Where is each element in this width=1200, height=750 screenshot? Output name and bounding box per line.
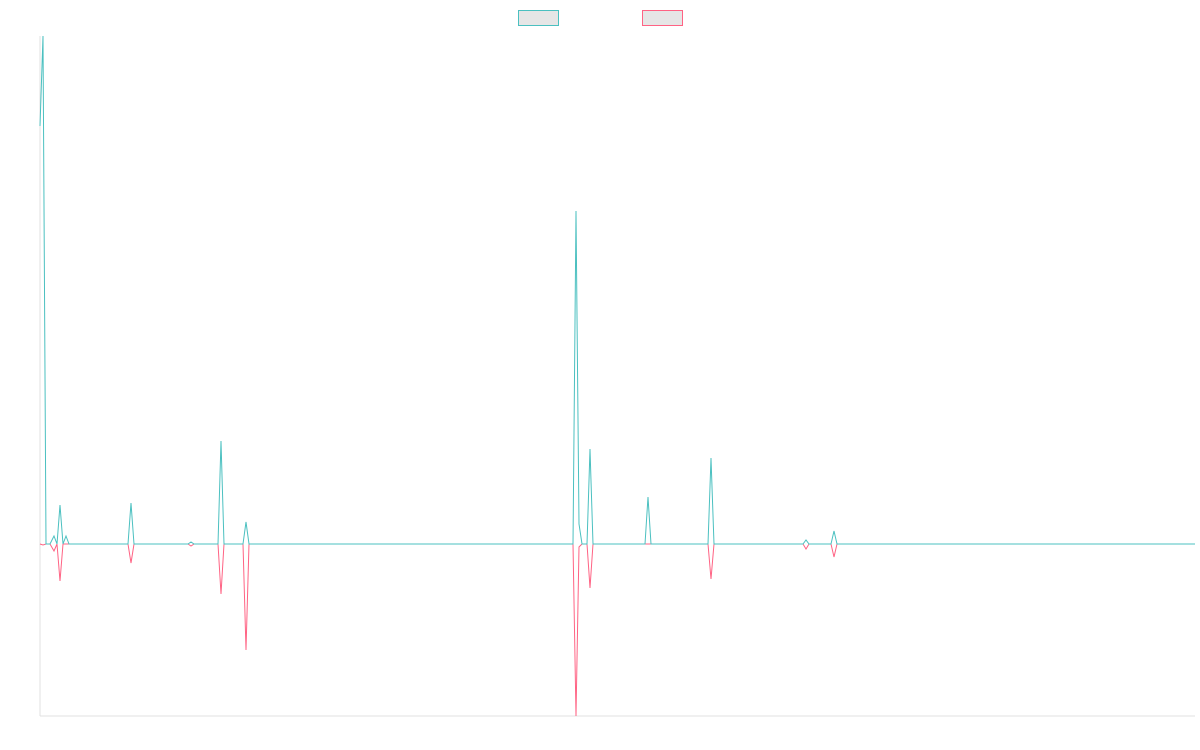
legend-swatch[interactable] <box>518 10 559 26</box>
series-line <box>39 35 1195 545</box>
legend-swatch[interactable] <box>642 10 683 26</box>
series-line <box>39 543 1195 717</box>
